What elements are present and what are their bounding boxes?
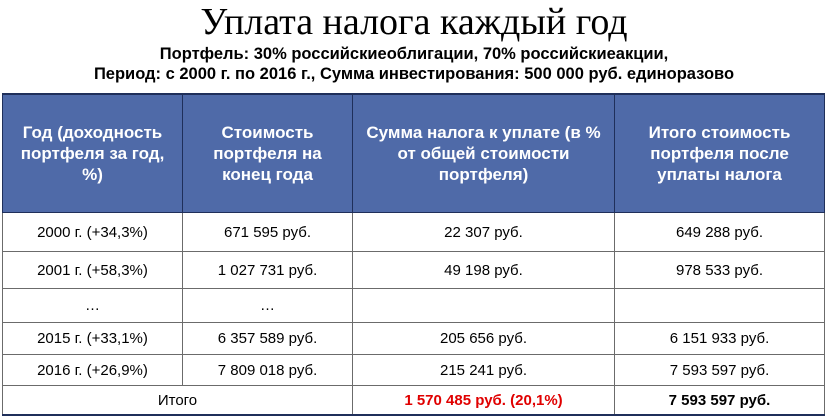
- table-row-ellipsis: … …: [2, 288, 825, 323]
- cell-year: 2001 г. (+58,3%): [2, 251, 183, 289]
- cell-tax: 49 198 руб.: [352, 251, 615, 289]
- cell-portfolio-value: 7 809 018 руб.: [182, 354, 353, 386]
- cell-value-after-tax: 978 533 руб.: [614, 251, 825, 289]
- cell-portfolio-value: …: [182, 288, 353, 323]
- cell-portfolio-value: 671 595 руб.: [182, 212, 353, 252]
- header-value-after-tax: Итого стоимость портфеля после уплаты на…: [614, 93, 825, 213]
- cell-year: 2000 г. (+34,3%): [2, 212, 183, 252]
- table-row: 2015 г. (+33,1%) 6 357 589 руб. 205 656 …: [2, 322, 825, 355]
- table-row: 2016 г. (+26,9%) 7 809 018 руб. 215 241 …: [2, 354, 825, 386]
- page-title: Уплата налога каждый год: [200, 1, 628, 43]
- header-year-return: Год (доходность портфеля за год, %): [2, 93, 183, 213]
- cell-tax: [352, 288, 615, 323]
- header-tax-amount: Сумма налога к уплате (в % от общей стои…: [352, 93, 615, 213]
- table-row: 2000 г. (+34,3%) 671 595 руб. 22 307 руб…: [2, 212, 825, 252]
- total-tax: 1 570 485 руб. (20,1%): [352, 385, 615, 416]
- cell-portfolio-value: 1 027 731 руб.: [182, 251, 353, 289]
- subtitle-portfolio: Портфель: 30% российскиеоблигации, 70% р…: [159, 45, 669, 63]
- header-portfolio-value: Стоимость портфеля на конец года: [182, 93, 353, 213]
- cell-tax: 22 307 руб.: [352, 212, 615, 252]
- cell-portfolio-value: 6 357 589 руб.: [182, 322, 353, 355]
- cell-year: 2016 г. (+26,9%): [2, 354, 183, 386]
- cell-year: 2015 г. (+33,1%): [2, 322, 183, 355]
- tax-table: Год (доходность портфеля за год, %) Стои…: [2, 93, 825, 416]
- cell-tax: 205 656 руб.: [352, 322, 615, 355]
- cell-value-after-tax: 7 593 597 руб.: [614, 354, 825, 386]
- total-value: 7 593 597 руб.: [614, 385, 825, 416]
- table-total-row: Итого 1 570 485 руб. (20,1%) 7 593 597 р…: [2, 385, 825, 416]
- total-label: Итого: [2, 385, 353, 416]
- cell-tax: 215 241 руб.: [352, 354, 615, 386]
- cell-value-after-tax: 649 288 руб.: [614, 212, 825, 252]
- cell-value-after-tax: [614, 288, 825, 323]
- subtitle-period: Период: с 2000 г. по 2016 г., Сумма инве…: [93, 65, 735, 83]
- table-header-row: Год (доходность портфеля за год, %) Стои…: [2, 93, 825, 213]
- cell-year: …: [2, 288, 183, 323]
- cell-value-after-tax: 6 151 933 руб.: [614, 322, 825, 355]
- table-row: 2001 г. (+58,3%) 1 027 731 руб. 49 198 р…: [2, 251, 825, 289]
